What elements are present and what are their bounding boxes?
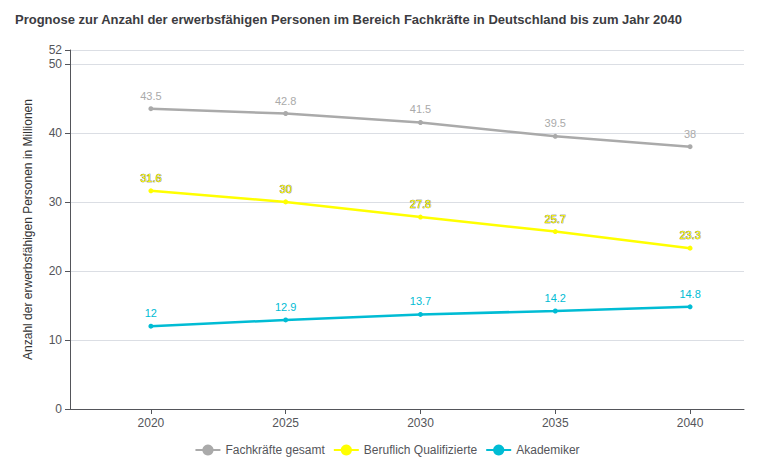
svg-text:38: 38	[684, 128, 696, 140]
svg-text:0: 0	[55, 402, 62, 416]
svg-text:25.7: 25.7	[545, 213, 566, 225]
svg-text:Anzahl der erwerbsfähigen Pers: Anzahl der erwerbsfähigen Personen in Mi…	[21, 99, 35, 360]
svg-text:12: 12	[145, 307, 157, 319]
svg-text:Akademiker: Akademiker	[516, 443, 579, 457]
svg-text:43.5: 43.5	[140, 90, 161, 102]
svg-text:30: 30	[280, 183, 292, 195]
svg-text:2030: 2030	[407, 416, 434, 430]
svg-text:27.8: 27.8	[410, 198, 431, 210]
svg-text:14.8: 14.8	[679, 288, 700, 300]
svg-text:Prognose zur Anzahl der erwerb: Prognose zur Anzahl der erwerbsfähigen P…	[15, 12, 682, 27]
svg-text:42.8: 42.8	[275, 95, 296, 107]
svg-text:Fachkräfte gesamt: Fachkräfte gesamt	[225, 443, 325, 457]
svg-text:12.9: 12.9	[275, 301, 296, 313]
svg-text:14.2: 14.2	[545, 292, 566, 304]
svg-text:39.5: 39.5	[545, 117, 566, 129]
svg-text:2040: 2040	[677, 416, 704, 430]
svg-text:30: 30	[49, 195, 63, 209]
svg-text:2035: 2035	[542, 416, 569, 430]
svg-text:23.3: 23.3	[679, 229, 700, 241]
svg-text:20: 20	[49, 264, 63, 278]
svg-text:Beruflich Qualifizierte: Beruflich Qualifizierte	[364, 443, 478, 457]
svg-text:50: 50	[49, 57, 63, 71]
svg-text:31.6: 31.6	[140, 172, 161, 184]
svg-text:2020: 2020	[138, 416, 165, 430]
svg-text:52: 52	[49, 43, 63, 57]
svg-text:41.5: 41.5	[410, 103, 431, 115]
svg-text:2025: 2025	[272, 416, 299, 430]
svg-text:40: 40	[49, 126, 63, 140]
svg-text:10: 10	[49, 333, 63, 347]
svg-text:13.7: 13.7	[410, 295, 431, 307]
